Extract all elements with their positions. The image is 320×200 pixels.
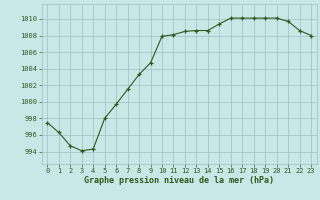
X-axis label: Graphe pression niveau de la mer (hPa): Graphe pression niveau de la mer (hPa) — [84, 176, 274, 185]
